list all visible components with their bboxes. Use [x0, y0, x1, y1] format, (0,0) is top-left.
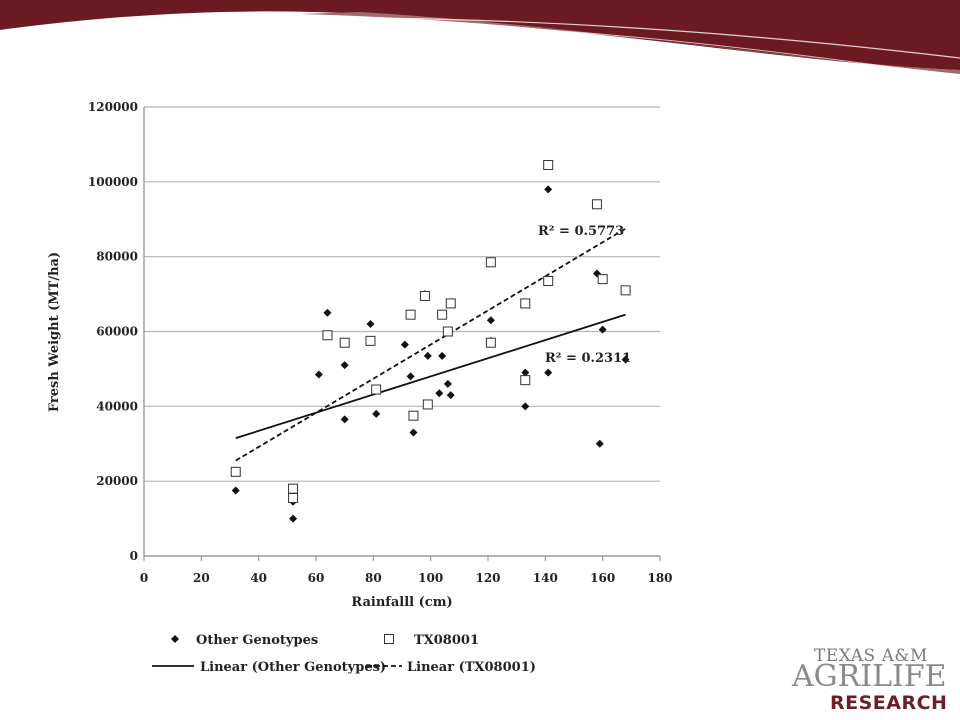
- logo-line-research: RESEARCH: [830, 692, 948, 714]
- point-tx08001-11: [437, 309, 448, 320]
- y-tick-0: 0: [130, 549, 138, 563]
- point-other-genotypes-14: [435, 389, 444, 398]
- point-tx08001-6: [371, 384, 382, 395]
- point-other-genotypes-5: [340, 361, 349, 370]
- point-tx08001-18: [543, 159, 554, 170]
- data-points: [230, 159, 631, 523]
- point-other-genotypes-10: [406, 372, 415, 381]
- point-other-genotypes-25: [598, 325, 607, 334]
- trendlines: [235, 227, 627, 462]
- legend-marker-tx08001: [384, 634, 394, 644]
- point-other-genotypes-17: [446, 391, 455, 400]
- legend-label-tx08001: TX08001: [414, 633, 479, 648]
- y-axis-title: Fresh Weight (MT/ha): [47, 252, 62, 412]
- point-other-genotypes-11: [409, 428, 418, 437]
- point-tx08001-17: [520, 375, 531, 386]
- trendline-other-genotypes: [235, 313, 626, 439]
- y-tick-60000: 60000: [96, 325, 138, 339]
- logo-line-texas-am: TEXAS A&M: [814, 646, 928, 666]
- point-other-genotypes-16: [443, 379, 452, 388]
- y-tick-80000: 80000: [96, 250, 138, 264]
- legend: Other Genotypes TX08001 Linear (Other Geno…: [152, 633, 536, 675]
- point-tx08001-12: [442, 326, 453, 337]
- x-tick-80: 80: [365, 571, 382, 585]
- point-other-genotypes-26: [595, 439, 604, 448]
- header-banner: [0, 0, 960, 75]
- point-tx08001-10: [422, 399, 433, 410]
- point-other-genotypes-9: [400, 340, 409, 349]
- gridlines: [144, 106, 660, 482]
- point-tx08001-22: [620, 285, 631, 296]
- legend-label-linear-other-genotypes: Linear (Other Genotypes): [200, 660, 386, 675]
- point-tx08001-2: [288, 493, 299, 504]
- point-tx08001-21: [597, 274, 608, 285]
- point-tx08001-3: [322, 330, 333, 341]
- y-tick-20000: 20000: [96, 474, 138, 488]
- r2-label-other-genotypes: R² = 0.2311: [545, 351, 631, 366]
- point-tx08001-20: [591, 199, 602, 210]
- point-other-genotypes-4: [323, 308, 332, 317]
- point-other-genotypes-15: [438, 351, 447, 360]
- legend-marker-other-genotypes: [171, 635, 179, 643]
- tick-labels: 0 20000 40000 60000 80000 100000 120000 0 20 40 60…: [88, 100, 673, 585]
- point-other-genotypes-7: [366, 320, 375, 329]
- x-axis-title: Rainfalll (cm): [351, 595, 452, 610]
- x-tick-140: 140: [533, 571, 558, 585]
- r2-label-tx08001: R² = 0.5773: [538, 224, 624, 239]
- texas-am-agrilife-logo: TEXAS A&M AGRILIFE RESEARCH: [792, 646, 948, 716]
- point-other-genotypes-0: [231, 486, 240, 495]
- point-other-genotypes-2: [289, 514, 298, 523]
- point-other-genotypes-6: [340, 415, 349, 424]
- point-tx08001-9: [419, 290, 430, 301]
- legend-label-other-genotypes: Other Genotypes: [196, 633, 318, 648]
- point-tx08001-13: [445, 298, 456, 309]
- x-tick-120: 120: [475, 571, 500, 585]
- point-tx08001-16: [520, 298, 531, 309]
- y-tick-40000: 40000: [96, 399, 138, 413]
- point-other-genotypes-22: [544, 185, 553, 194]
- point-tx08001-0: [230, 466, 241, 477]
- point-other-genotypes-20: [521, 368, 530, 377]
- point-other-genotypes-8: [372, 409, 381, 418]
- y-tick-100000: 100000: [88, 175, 138, 189]
- point-tx08001-8: [408, 410, 419, 421]
- point-tx08001-7: [405, 309, 416, 320]
- banner-swoosh-line-2: [379, 19, 941, 75]
- point-other-genotypes-18: [486, 316, 495, 325]
- legend-label-linear-tx08001: Linear (TX08001): [407, 660, 536, 675]
- logo-line-agrilife: AGRILIFE: [792, 659, 947, 694]
- point-other-genotypes-13: [423, 351, 432, 360]
- point-tx08001-5: [365, 335, 376, 346]
- x-tick-100: 100: [418, 571, 443, 585]
- point-other-genotypes-21: [521, 402, 530, 411]
- x-tick-180: 180: [647, 571, 672, 585]
- trendline-tx08001: [235, 227, 627, 462]
- point-tx08001-15: [485, 337, 496, 348]
- x-tick-0: 0: [140, 571, 148, 585]
- point-tx08001-4: [339, 337, 350, 348]
- point-tx08001-1: [288, 483, 299, 494]
- x-tick-60: 60: [308, 571, 325, 585]
- point-other-genotypes-3: [314, 370, 323, 379]
- point-tx08001-14: [485, 257, 496, 268]
- r-squared-labels: R² = 0.2311 R² = 0.5773: [538, 224, 631, 366]
- banner-maroon-band: [0, 0, 960, 70]
- point-other-genotypes-27: [621, 355, 630, 364]
- axes: [143, 107, 661, 561]
- banner-swoosh-line: [0, 17, 960, 59]
- y-tick-120000: 120000: [88, 100, 138, 114]
- x-tick-40: 40: [250, 571, 267, 585]
- x-tick-20: 20: [193, 571, 210, 585]
- x-tick-160: 160: [590, 571, 615, 585]
- point-other-genotypes-23: [544, 368, 553, 377]
- point-tx08001-19: [543, 275, 554, 286]
